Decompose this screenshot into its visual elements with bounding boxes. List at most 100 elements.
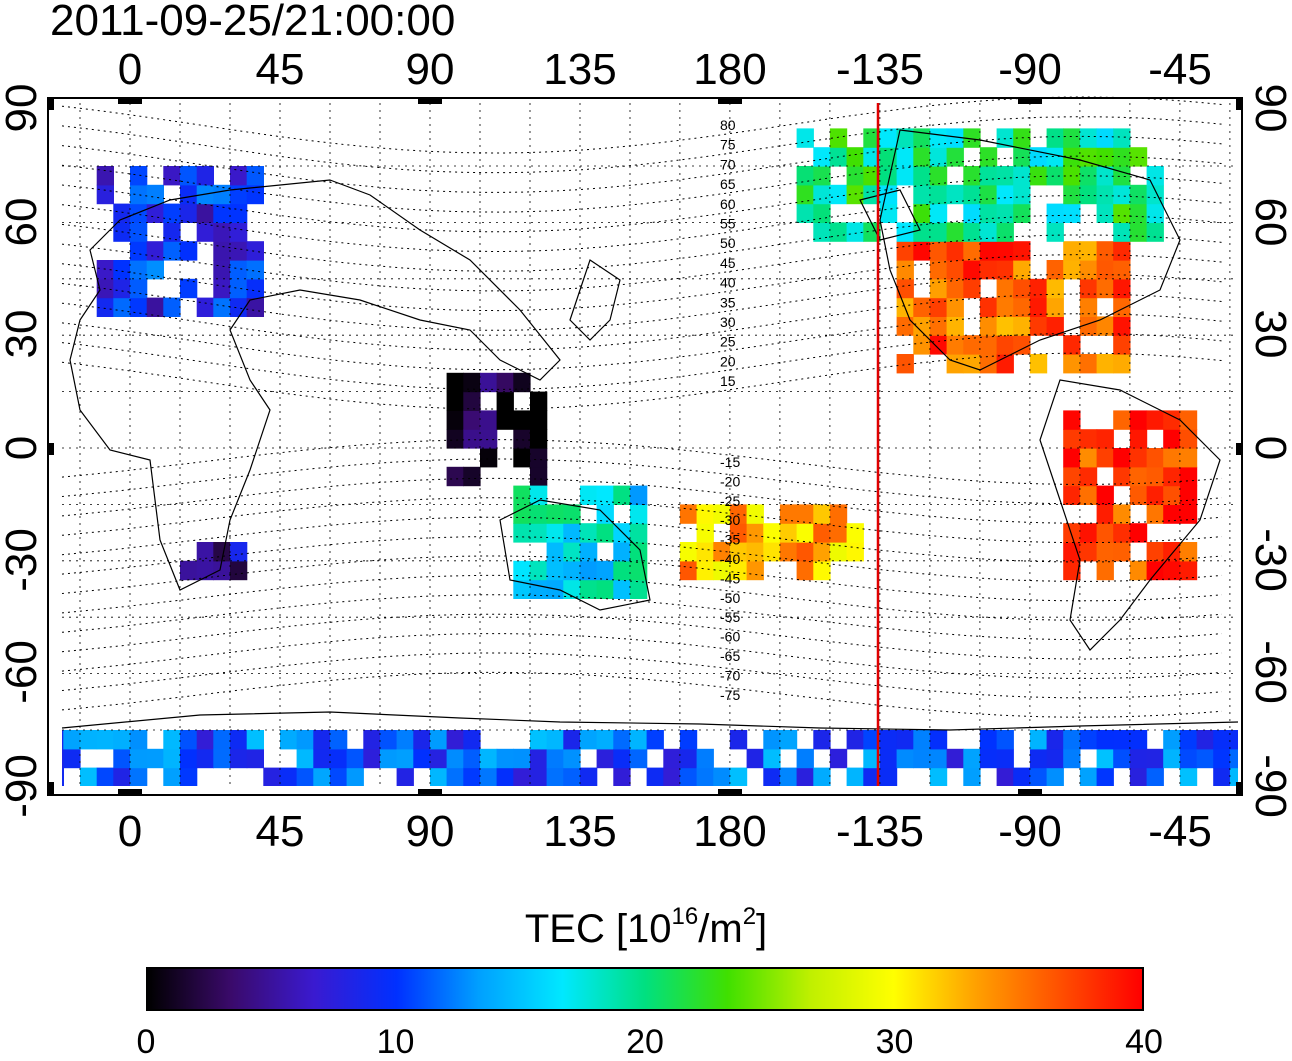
tec-cell [963,354,981,374]
lon-tick-bottom: 45 [256,807,305,856]
tec-cell [213,184,231,205]
magnetic-latitude-label: -50 [720,590,740,606]
tec-cell [1013,335,1031,355]
tec-cell [763,542,781,562]
lon-tick-bottom: 90 [406,807,455,856]
tec-cell [929,166,948,186]
tec-cell [113,203,131,223]
tec-cell [763,730,781,750]
tec-cell [146,203,164,223]
tec-cell [230,166,248,186]
tec-cell [1096,485,1114,505]
tec-cell [630,579,648,599]
tec-cell [829,523,848,543]
magnetic-latitude-label: 55 [720,216,736,232]
tec-cell [946,260,964,280]
tec-cell [996,297,1014,317]
tec-cell [580,767,598,786]
magnetic-contour [61,352,1223,410]
tec-cell [463,767,481,786]
tec-cell [913,335,931,355]
tec-cell [1163,730,1181,750]
tec-cell [1046,767,1064,786]
tec-cell [929,147,948,167]
tec-cell [530,748,548,769]
tec-cell [1113,466,1131,487]
colorbar-title: TEC [1016/m2] [524,903,768,952]
tec-cell [896,316,914,336]
tec-cell [1063,466,1081,487]
tec-cell [1013,278,1031,299]
tec-cell [1096,730,1114,750]
tec-cell [1063,560,1081,581]
colorbar-tick-label: 30 [875,1023,914,1061]
tec-cell [946,241,964,261]
tec-cell [896,730,914,750]
tec-cell [896,748,914,769]
tec-cell [1063,203,1081,223]
tec-cell [946,354,964,374]
tec-cell [1129,448,1148,468]
tec-cell [779,767,798,786]
tec-cell [530,767,548,786]
magnetic-contour [61,254,1223,312]
tec-cell [813,542,831,562]
tec-cell [396,730,414,750]
tec-cell [963,222,981,242]
tec-cell [1046,316,1064,336]
lon-tick-bottom: -135 [836,807,924,856]
magnetic-contour [61,516,1223,563]
tec-cell [96,166,114,186]
tec-cell [913,166,931,186]
tec-cell [1096,767,1114,786]
tec-cell [1063,523,1081,543]
tec-cell [96,297,114,317]
tec-cell [929,316,948,336]
tec-cell [1079,260,1098,280]
tec-cell [896,241,914,261]
tec-cell [1146,504,1164,524]
tec-cell [380,748,398,769]
tec-cell [630,748,648,769]
tec-cell [630,485,648,505]
tec-cell [446,391,464,411]
tec-cell [62,748,64,769]
tec-cell [1029,278,1048,299]
tec-cell [996,335,1014,355]
tec-cell [863,730,881,750]
tec-cell [679,767,698,786]
tec-cell [996,166,1014,186]
tec-cell [1146,542,1164,562]
tec-cell [513,748,531,769]
tec-cell [80,730,98,750]
tec-cell [963,278,981,299]
tec-cell [1129,730,1148,750]
tec-cell [230,560,248,581]
tec-cell [1163,560,1181,581]
tec-cell [979,316,998,336]
tec-cell [913,203,931,223]
tec-cell [580,542,598,562]
tec-cell [146,241,164,261]
tec-cell [796,128,814,148]
tec-cell [496,410,514,430]
magnetic-latitude-labels: 80 75 70 65 60 55 50 45 40 35 30 25 20 15 -15 -20 -25 -30… [720,117,740,703]
tec-cell [163,222,181,242]
tec-cell [63,748,81,769]
tec-cell [1113,166,1131,186]
tec-cell [163,241,181,261]
tec-cell [630,542,648,562]
tec-cell [62,730,64,750]
tec-cell [979,748,998,769]
tec-cell [513,579,531,599]
tec-cell [1029,748,1048,769]
tec-cell [230,222,248,242]
tec-cell [546,748,564,769]
tec-cell [196,203,214,223]
tec-cell [180,166,198,186]
magnetic-contour [61,497,1223,544]
tec-cell [446,730,464,750]
tec-cell [1196,748,1214,769]
tec-cell [713,504,731,524]
tec-cell [879,128,898,148]
